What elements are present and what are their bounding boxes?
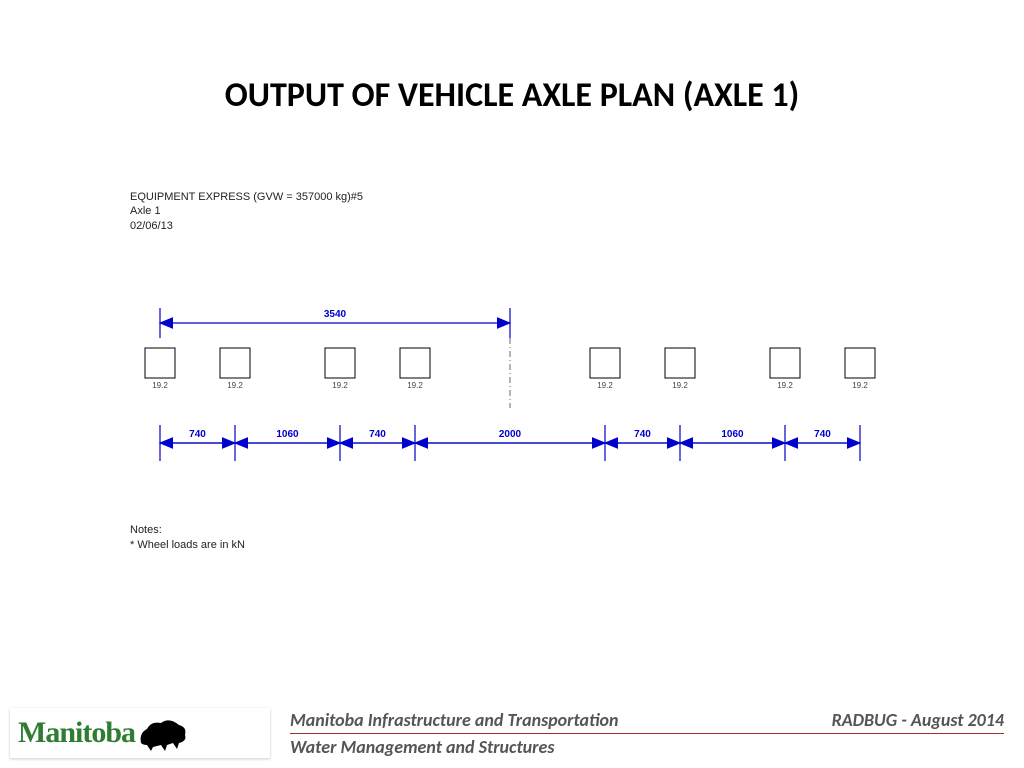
- footer-sub: Water Management and Structures: [290, 736, 1004, 758]
- notes-heading: Notes:: [130, 523, 890, 538]
- diagram-notes: Notes: * Wheel loads are in kN: [130, 523, 890, 554]
- svg-text:19.2: 19.2: [152, 381, 168, 390]
- svg-text:19.2: 19.2: [777, 381, 793, 390]
- svg-text:2000: 2000: [499, 429, 522, 440]
- svg-text:19.2: 19.2: [227, 381, 243, 390]
- bison-icon: [135, 713, 191, 753]
- svg-text:19.2: 19.2: [407, 381, 423, 390]
- footer-dept: Manitoba Infrastructure and Transportati…: [290, 709, 619, 731]
- diagram-header-line3: 02/06/13: [130, 219, 890, 233]
- manitoba-logo-text: Manitoba: [18, 716, 135, 750]
- axle-plan-diagram: EQUIPMENT EXPRESS (GVW = 357000 kg)#5 Ax…: [130, 190, 890, 540]
- svg-text:19.2: 19.2: [597, 381, 613, 390]
- svg-text:1060: 1060: [276, 429, 299, 440]
- diagram-header-line2: Axle 1: [130, 204, 890, 218]
- axle-plan-svg: 3540 19.2 19.2 19.2 19.2 19.2 19.2 19.2 19.2 740 1…: [130, 273, 890, 503]
- diagram-header-line1: EQUIPMENT EXPRESS (GVW = 357000 kg)#5: [130, 190, 890, 204]
- footer-text-block: Manitoba Infrastructure and Transportati…: [270, 709, 1024, 758]
- svg-text:740: 740: [814, 429, 831, 440]
- footer-event: RADBUG - August 2014: [832, 709, 1004, 731]
- svg-text:740: 740: [189, 429, 206, 440]
- slide-footer: Manitoba Manitoba Infrastructure and Tra…: [0, 698, 1024, 768]
- svg-text:740: 740: [369, 429, 386, 440]
- notes-line1: * Wheel loads are in kN: [130, 538, 890, 553]
- svg-text:19.2: 19.2: [332, 381, 348, 390]
- svg-text:3540: 3540: [324, 309, 347, 320]
- page-title: OUTPUT OF VEHICLE AXLE PLAN (AXLE 1): [0, 75, 1024, 116]
- svg-text:740: 740: [634, 429, 651, 440]
- svg-text:19.2: 19.2: [852, 381, 868, 390]
- svg-text:19.2: 19.2: [672, 381, 688, 390]
- manitoba-logo: Manitoba: [10, 708, 270, 758]
- svg-text:1060: 1060: [721, 429, 744, 440]
- diagram-header: EQUIPMENT EXPRESS (GVW = 357000 kg)#5 Ax…: [130, 190, 890, 233]
